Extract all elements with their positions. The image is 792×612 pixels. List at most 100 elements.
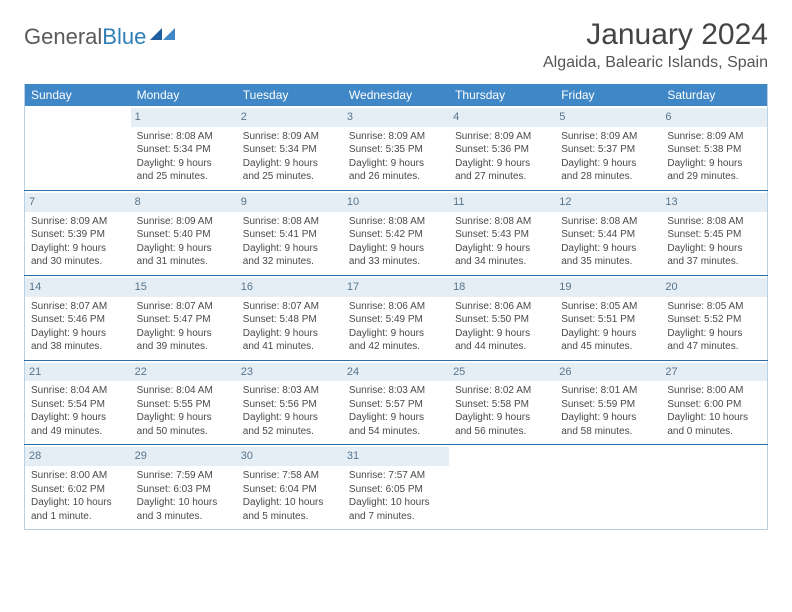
day-number: 9: [237, 193, 343, 212]
day-number: 13: [661, 193, 767, 212]
day-number: 12: [555, 193, 661, 212]
calendar-day-cell: 23Sunrise: 8:03 AMSunset: 5:56 PMDayligh…: [237, 360, 343, 445]
calendar-day-cell: 14Sunrise: 8:07 AMSunset: 5:46 PMDayligh…: [25, 275, 131, 360]
daylight-line: Daylight: 10 hours and 1 minute.: [31, 496, 125, 523]
day-number: 29: [131, 447, 237, 466]
sunrise-line: Sunrise: 8:07 AM: [31, 300, 125, 314]
sunset-line: Sunset: 6:00 PM: [667, 398, 761, 412]
sunrise-line: Sunrise: 8:00 AM: [31, 469, 125, 483]
day-number: 10: [343, 193, 449, 212]
brand-word-1: General: [24, 24, 102, 49]
daylight-line: Daylight: 10 hours and 0 minutes.: [667, 411, 761, 438]
brand-text: GeneralBlue: [24, 24, 146, 50]
sunrise-line: Sunrise: 8:03 AM: [243, 384, 337, 398]
sunrise-line: Sunrise: 8:06 AM: [349, 300, 443, 314]
calendar-day-cell: 8Sunrise: 8:09 AMSunset: 5:40 PMDaylight…: [131, 190, 237, 275]
day-number: 26: [555, 363, 661, 382]
calendar-week-row: 28Sunrise: 8:00 AMSunset: 6:02 PMDayligh…: [25, 445, 768, 530]
day-header: Tuesday: [237, 84, 343, 106]
day-number: 6: [661, 108, 767, 127]
sunrise-line: Sunrise: 7:57 AM: [349, 469, 443, 483]
calendar-week-row: 21Sunrise: 8:04 AMSunset: 5:54 PMDayligh…: [25, 360, 768, 445]
sunset-line: Sunset: 5:50 PM: [455, 313, 549, 327]
day-header: Friday: [555, 84, 661, 106]
day-number: 25: [449, 363, 555, 382]
calendar-day-cell: 20Sunrise: 8:05 AMSunset: 5:52 PMDayligh…: [661, 275, 767, 360]
sunset-line: Sunset: 5:46 PM: [31, 313, 125, 327]
sunset-line: Sunset: 6:05 PM: [349, 483, 443, 497]
daylight-line: Daylight: 9 hours and 50 minutes.: [137, 411, 231, 438]
day-number: 16: [237, 278, 343, 297]
sunset-line: Sunset: 5:37 PM: [561, 143, 655, 157]
sunrise-line: Sunrise: 8:09 AM: [137, 215, 231, 229]
calendar-table: SundayMondayTuesdayWednesdayThursdayFrid…: [24, 84, 768, 530]
daylight-line: Daylight: 10 hours and 5 minutes.: [243, 496, 337, 523]
calendar-day-cell: 1Sunrise: 8:08 AMSunset: 5:34 PMDaylight…: [131, 106, 237, 190]
daylight-line: Daylight: 9 hours and 33 minutes.: [349, 242, 443, 269]
daylight-line: Daylight: 9 hours and 37 minutes.: [667, 242, 761, 269]
daylight-line: Daylight: 9 hours and 30 minutes.: [31, 242, 125, 269]
sunset-line: Sunset: 5:59 PM: [561, 398, 655, 412]
day-number: 22: [131, 363, 237, 382]
sunrise-line: Sunrise: 8:08 AM: [137, 130, 231, 144]
daylight-line: Daylight: 9 hours and 29 minutes.: [667, 157, 761, 184]
calendar-day-cell: 15Sunrise: 8:07 AMSunset: 5:47 PMDayligh…: [131, 275, 237, 360]
calendar-day-cell: [25, 106, 131, 190]
sunrise-line: Sunrise: 8:09 AM: [455, 130, 549, 144]
sunset-line: Sunset: 6:04 PM: [243, 483, 337, 497]
day-header: Wednesday: [343, 84, 449, 106]
calendar-body: 1Sunrise: 8:08 AMSunset: 5:34 PMDaylight…: [25, 106, 768, 530]
daylight-line: Daylight: 9 hours and 42 minutes.: [349, 327, 443, 354]
sunrise-line: Sunrise: 8:02 AM: [455, 384, 549, 398]
calendar-week-row: 14Sunrise: 8:07 AMSunset: 5:46 PMDayligh…: [25, 275, 768, 360]
calendar-day-cell: [661, 445, 767, 530]
day-number: 7: [25, 193, 131, 212]
calendar-day-cell: 21Sunrise: 8:04 AMSunset: 5:54 PMDayligh…: [25, 360, 131, 445]
sunset-line: Sunset: 5:49 PM: [349, 313, 443, 327]
day-number: 28: [25, 447, 131, 466]
day-header: Saturday: [661, 84, 767, 106]
brand-logo: GeneralBlue: [24, 18, 176, 50]
day-number: 20: [661, 278, 767, 297]
sunrise-line: Sunrise: 8:03 AM: [349, 384, 443, 398]
day-number: 31: [343, 447, 449, 466]
sunset-line: Sunset: 6:03 PM: [137, 483, 231, 497]
daylight-line: Daylight: 9 hours and 58 minutes.: [561, 411, 655, 438]
calendar-day-cell: [449, 445, 555, 530]
calendar-day-cell: 5Sunrise: 8:09 AMSunset: 5:37 PMDaylight…: [555, 106, 661, 190]
calendar-day-cell: 17Sunrise: 8:06 AMSunset: 5:49 PMDayligh…: [343, 275, 449, 360]
sunset-line: Sunset: 5:38 PM: [667, 143, 761, 157]
daylight-line: Daylight: 9 hours and 32 minutes.: [243, 242, 337, 269]
sunrise-line: Sunrise: 8:08 AM: [561, 215, 655, 229]
sunrise-line: Sunrise: 8:04 AM: [137, 384, 231, 398]
sunset-line: Sunset: 5:54 PM: [31, 398, 125, 412]
daylight-line: Daylight: 9 hours and 47 minutes.: [667, 327, 761, 354]
calendar-day-cell: 24Sunrise: 8:03 AMSunset: 5:57 PMDayligh…: [343, 360, 449, 445]
sunrise-line: Sunrise: 8:07 AM: [137, 300, 231, 314]
calendar-day-cell: 12Sunrise: 8:08 AMSunset: 5:44 PMDayligh…: [555, 190, 661, 275]
calendar-day-cell: 30Sunrise: 7:58 AMSunset: 6:04 PMDayligh…: [237, 445, 343, 530]
daylight-line: Daylight: 9 hours and 35 minutes.: [561, 242, 655, 269]
sunrise-line: Sunrise: 8:09 AM: [31, 215, 125, 229]
calendar-day-cell: 28 Sunrise: 8:00 AMSunset: 6:02 PMDayligh…: [25, 445, 131, 530]
day-number: 5: [555, 108, 661, 127]
sunset-line: Sunset: 5:40 PM: [137, 228, 231, 242]
day-number: 14: [25, 278, 131, 297]
sunset-line: Sunset: 5:55 PM: [137, 398, 231, 412]
sunset-line: Sunset: 5:57 PM: [349, 398, 443, 412]
calendar-day-cell: 10Sunrise: 8:08 AMSunset: 5:42 PMDayligh…: [343, 190, 449, 275]
calendar-day-cell: 6Sunrise: 8:09 AMSunset: 5:38 PMDaylight…: [661, 106, 767, 190]
daylight-line: Daylight: 9 hours and 41 minutes.: [243, 327, 337, 354]
daylight-line: Daylight: 10 hours and 7 minutes.: [349, 496, 443, 523]
daylight-line: Daylight: 9 hours and 25 minutes.: [243, 157, 337, 184]
calendar-day-cell: 3Sunrise: 8:09 AMSunset: 5:35 PMDaylight…: [343, 106, 449, 190]
sunset-line: Sunset: 6:02 PM: [31, 483, 125, 497]
daylight-line: Daylight: 9 hours and 28 minutes.: [561, 157, 655, 184]
day-number: 2: [237, 108, 343, 127]
sunset-line: Sunset: 5:56 PM: [243, 398, 337, 412]
calendar-day-cell: 29Sunrise: 7:59 AMSunset: 6:03 PMDayligh…: [131, 445, 237, 530]
calendar-day-cell: 9Sunrise: 8:08 AMSunset: 5:41 PMDaylight…: [237, 190, 343, 275]
sunrise-line: Sunrise: 8:04 AM: [31, 384, 125, 398]
daylight-line: Daylight: 9 hours and 49 minutes.: [31, 411, 125, 438]
sunrise-line: Sunrise: 7:59 AM: [137, 469, 231, 483]
